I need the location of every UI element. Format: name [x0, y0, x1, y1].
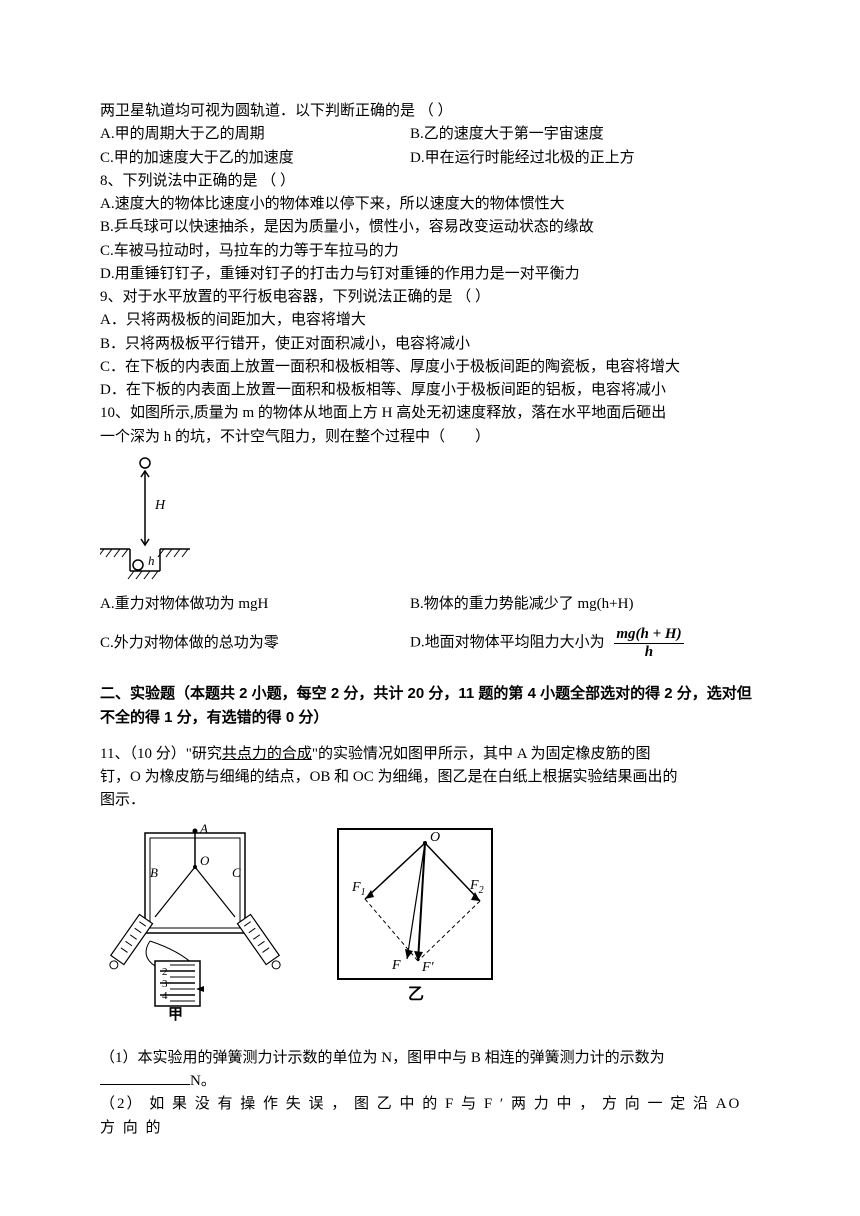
q11-label-C: C [232, 865, 241, 880]
q10-row1: A.重力对物体做功为 mgH B.物体的重力势能减少了 mg(h+H) [100, 593, 760, 616]
q11-sub2: （2） 如 果 没 有 操 作 失 误 ， 图 乙 中 的 F 与 F ′ 两 … [100, 1093, 760, 1140]
q7-row2: C.甲的加速度大于乙的加速度 D.甲在运行时能经过北极的正上方 [100, 147, 760, 170]
q11-figure-jia: A O B C [100, 821, 290, 1029]
q7-row1: A.甲的周期大于乙的周期 B.乙的速度大于第一宇宙速度 [100, 123, 760, 146]
q11-blank-1[interactable] [100, 1070, 190, 1085]
q7-opt-c: C.甲的加速度大于乙的加速度 [100, 147, 410, 170]
q11-line-1-underline: 共点力的合成 [222, 746, 312, 762]
q10-frac-num: mg(h + H) [614, 626, 683, 644]
q9-opt-d: D．在下板的内表面上放置一面积和极板相等、厚度小于极板间距的铝板，电容将减小 [100, 379, 760, 402]
q10-opt-a: A.重力对物体做功为 mgH [100, 593, 410, 616]
q11-figure-yi: O F1 F2 F F' 乙 [330, 821, 500, 1019]
q11-caption-jia: 甲 [168, 1006, 183, 1021]
q11-line-1: 11、（10 分）"研究共点力的合成"的实验情况如图甲所示，其中 A 为固定橡皮… [100, 743, 760, 766]
q10-opt-c: C.外力对物体做的总功为零 [100, 632, 410, 655]
q11-figures: A O B C [100, 821, 760, 1029]
q9-opt-a: A．只将两极板的间距加大，电容将增大 [100, 309, 760, 332]
q9-opt-c: C．在下板的内表面上放置一面积和极板相等、厚度小于极板间距的陶瓷板，电容将增大 [100, 356, 760, 379]
q11-label-O-jia: O [200, 853, 210, 868]
q10-row2: C.外力对物体做的总功为零 D.地面对物体平均阻力大小为 mg(h + H) h [100, 626, 760, 660]
q7-opt-d: D.甲在运行时能经过北极的正上方 [410, 147, 635, 170]
q7-opt-a: A.甲的周期大于乙的周期 [100, 123, 410, 146]
q8-opt-c: C.车被马拉动时，马拉车的力等于车拉马的力 [100, 240, 760, 263]
q10-label-H: H [154, 498, 166, 513]
q10-diagram: H h [100, 453, 760, 591]
q11-label-F: F [391, 958, 401, 973]
q11-label-A: A [199, 821, 208, 836]
q11-caption-yi: 乙 [408, 986, 424, 1003]
q9-opt-b: B．只将两极板平行错开，使正对面积减小，电容将减小 [100, 333, 760, 356]
q10-opt-d: D.地面对物体平均阻力大小为 mg(h + H) h [410, 626, 684, 660]
q10-label-h: h [148, 553, 155, 568]
q7-stem: 两卫星轨道均可视为圆轨道．以下判断正确的是 （ ） [100, 100, 760, 123]
q10-stem-2: 一个深为 h 的坑，不计空气阻力，则在整个过程中（ ） [100, 426, 760, 449]
q11-sub1-blank-line: N。 [100, 1070, 760, 1093]
q11-label-B: B [150, 865, 158, 880]
q11-label-Fp: F' [421, 960, 435, 975]
q10-opt-b: B.物体的重力势能减少了 mg(h+H) [410, 593, 633, 616]
q8-opt-a: A.速度大的物体比速度小的物体难以停下来，所以速度大的物体惯性大 [100, 193, 760, 216]
q11-line-2: 钉，O 为橡皮筋与细绳的结点，OB 和 OC 为细绳，图乙是在白纸上根据实验结果… [100, 766, 760, 789]
q10-stem-1: 10、如图所示,质量为 m 的物体从地面上方 H 高处无初速度释放，落在水平地面… [100, 402, 760, 425]
q10-fraction: mg(h + H) h [614, 626, 683, 660]
q11-sub1-a: （1）本实验用的弹簧测力计示数的单位为 N，图甲中与 B 相连的弹簧测力计的示数… [100, 1047, 760, 1070]
q9-stem: 9、对于水平放置的平行板电容器，下列说法正确的是 （ ） [100, 286, 760, 309]
q11-label-F2: F2 [469, 878, 484, 896]
q8-stem: 8、下列说法中正确的是 （ ） [100, 170, 760, 193]
q11-dial-2: 2 [162, 966, 168, 978]
q11-label-O-yi: O [430, 830, 440, 845]
q11-dial-4: 4 [162, 990, 168, 1002]
q11-line-1-pre: 11、（10 分）"研究 [100, 746, 222, 762]
q7-opt-b: B.乙的速度大于第一宇宙速度 [410, 123, 604, 146]
q11-line-1-post: "的实验情况如图甲所示，其中 A 为固定橡皮筋的图 [312, 746, 651, 762]
q11-line-3: 图示． [100, 789, 760, 812]
q8-opt-d: D.用重锤钉钉子，重锤对钉子的打击力与钉对重锤的作用力是一对平衡力 [100, 263, 760, 286]
q8-opt-b: B.乒乓球可以快速抽杀，是因为质量小，惯性小，容易改变运动状态的缘故 [100, 216, 760, 239]
section-2-title: 二、实验题（本题共 2 小题，每空 2 分，共计 20 分，11 题的第 4 小… [100, 682, 760, 729]
q10-opt-d-prefix: D.地面对物体平均阻力大小为 [410, 635, 605, 651]
q11-dial-3: 3 [162, 978, 168, 990]
q11-label-F1: F1 [351, 880, 366, 898]
q11-sub1-b: N。 [190, 1073, 216, 1089]
q10-frac-den: h [614, 644, 683, 661]
